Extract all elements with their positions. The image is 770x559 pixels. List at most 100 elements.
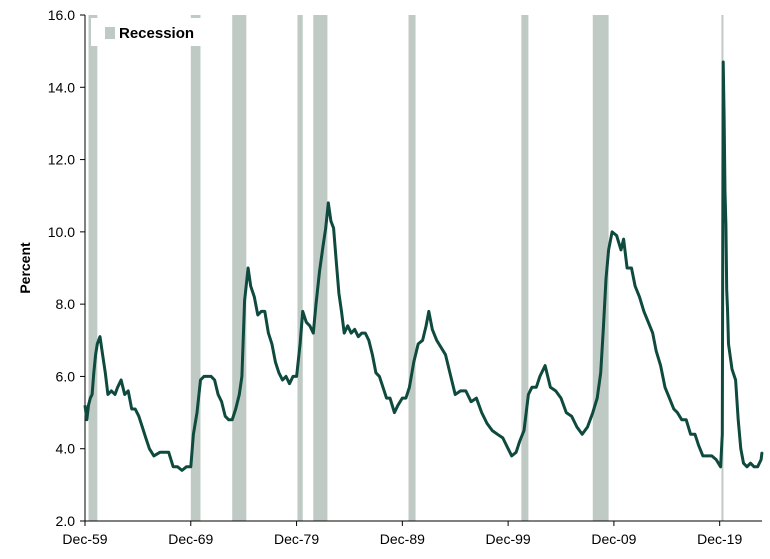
data-point [440,346,442,349]
data-point [393,411,396,414]
data-point [761,451,763,454]
data-point [185,466,188,468]
data-point [278,372,280,374]
data-point [375,372,377,374]
data-point [742,462,745,465]
data-point [723,115,725,117]
data-point [322,245,324,248]
data-point [299,343,301,345]
data-point [241,375,243,378]
data-point [116,386,119,389]
data-point [167,451,170,454]
data-point [217,393,219,396]
data-point [753,466,755,468]
data-point [99,335,101,338]
data-point [96,343,99,345]
data-point [134,408,136,410]
data-point [213,379,216,381]
data-point [295,375,298,378]
data-point [318,270,321,273]
data-point [249,285,252,287]
data-point [570,415,573,418]
data-point [196,411,198,414]
data-point [257,314,259,316]
recession-band-7 [521,15,529,521]
data-point [141,426,144,428]
data-point [760,458,762,461]
data-point [120,379,122,381]
data-point [694,433,696,436]
data-point [324,227,327,229]
recession-band-2 [190,15,201,521]
data-point [281,379,284,381]
data-point [486,422,488,425]
data-point [634,285,636,287]
data-point [86,419,88,421]
data-point [267,332,270,334]
data-point [238,393,241,396]
recession-band-1 [88,15,98,521]
data-point [491,429,494,432]
data-point [722,61,724,63]
data-point [203,375,205,378]
data-point [159,451,161,454]
data-point [638,296,641,298]
data-point [576,426,578,428]
x-tick-label: Dec-59 [62,531,107,547]
data-point [301,310,304,313]
data-point [737,419,739,421]
data-point [93,372,95,374]
data-point [756,466,759,468]
recession-band-6 [408,15,416,521]
data-point [361,332,363,334]
recession-band-4 [297,15,303,521]
data-point [554,390,557,392]
data-point [560,397,562,399]
data-point [586,426,589,428]
data-point [421,339,424,342]
data-point [417,343,420,345]
data-point [163,451,166,454]
data-point [364,332,367,334]
y-tick-label: 2.0 [56,513,76,529]
data-point [145,437,147,439]
data-point [285,375,287,378]
x-tick-label: Dec-79 [274,531,319,547]
data-point [480,411,483,414]
data-point [153,455,155,457]
data-point [346,325,349,327]
data-point [734,379,737,381]
data-point [378,375,381,378]
data-point [309,325,311,327]
data-point [746,466,748,468]
data-point [605,278,607,280]
y-tick-label: 10.0 [48,224,75,240]
data-point [470,400,472,403]
data-point [510,455,513,457]
data-point [626,267,628,269]
data-point [130,408,133,410]
data-point [87,404,90,407]
data-point [260,310,263,313]
data-point [264,310,266,313]
data-point [199,379,202,381]
data-point [630,267,633,269]
data-point [231,419,233,421]
y-tick-label: 4.0 [56,441,76,457]
data-point [176,466,179,468]
data-point [192,433,195,436]
legend-swatch-recession [105,27,115,39]
data-point [565,411,568,414]
data-point [405,397,407,399]
data-point [425,325,427,327]
data-point [181,469,183,472]
data-point [148,447,151,450]
data-point [749,462,752,465]
y-axis-title: Percent [17,242,33,294]
data-point [401,397,404,399]
data-point [596,397,598,399]
data-point [382,386,384,389]
data-point [515,451,517,454]
data-point [731,368,733,371]
data-point [459,390,462,392]
